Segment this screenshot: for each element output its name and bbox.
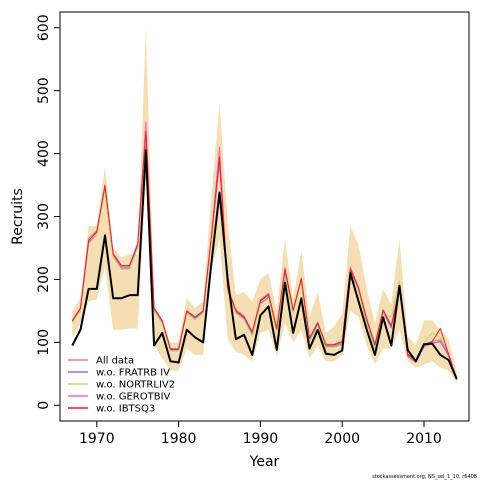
- y-axis: 0 100 200 300 400 500 600: [36, 14, 60, 410]
- x-tick-label: 1980: [161, 431, 197, 447]
- y-tick-label: 400: [36, 140, 52, 167]
- caption-text: stockassessment.org, NS_sel_1_10, r6408: [372, 474, 477, 480]
- series-lines-layer: [71, 121, 458, 381]
- confidence-band: [72, 27, 457, 384]
- legend-label: w.o. NORTRLIV2: [96, 380, 175, 391]
- x-tick-label: 1970: [79, 431, 115, 447]
- y-tick-label: 300: [36, 203, 52, 230]
- y-tick-label: 600: [36, 14, 52, 41]
- y-tick-label: 500: [36, 77, 52, 104]
- y-tick-label: 200: [36, 266, 52, 293]
- legend-label: All data: [96, 356, 134, 367]
- series-line-5: [71, 131, 458, 380]
- x-axis: 1970 1980 1990 2000 2010: [79, 421, 442, 447]
- y-tick-label: 100: [36, 329, 52, 356]
- confidence-band-layer: [72, 27, 457, 384]
- y-tick-label: 0: [36, 401, 52, 410]
- x-tick-label: 1990: [243, 431, 279, 447]
- series-line-3: [71, 135, 458, 381]
- x-axis-label: Year: [249, 454, 280, 470]
- legend-label: w.o. FRATRB IV: [96, 368, 170, 379]
- legend-label: w.o. GEROTBIV: [96, 392, 171, 403]
- x-tick-label: 2010: [406, 431, 442, 447]
- x-tick-label: 2000: [324, 431, 360, 447]
- series-line-estimate: [71, 149, 458, 380]
- legend-label: w.o. IBTSQ3: [96, 404, 155, 415]
- y-axis-label: Recruits: [10, 188, 26, 245]
